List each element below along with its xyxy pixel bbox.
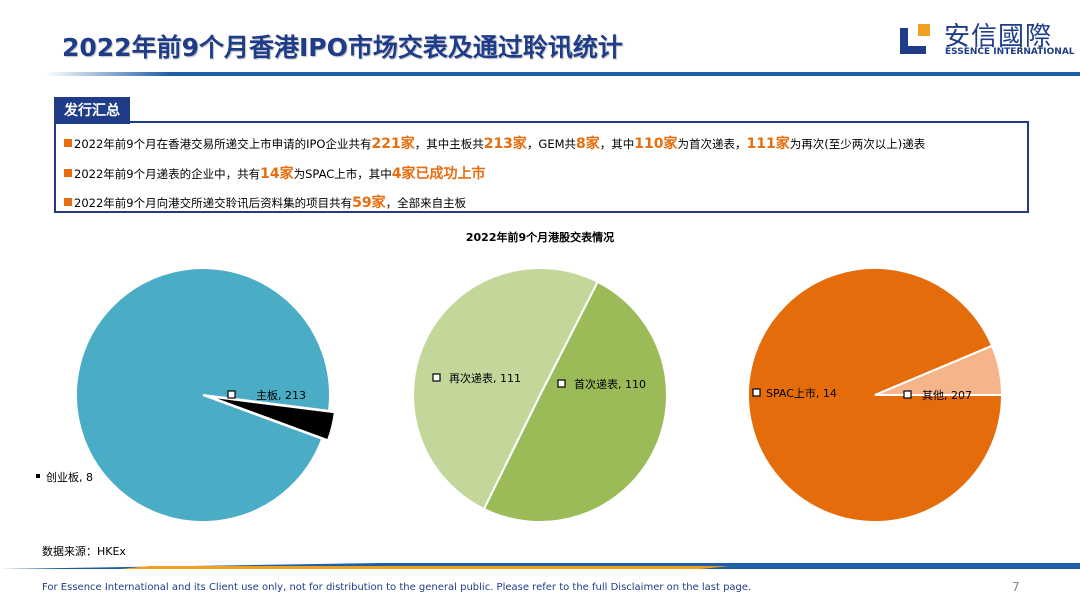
data-label: 首次递表, 110	[574, 377, 646, 391]
highlight-number: 4家已成功上市	[391, 166, 486, 182]
data-label: 主板, 213	[256, 388, 306, 402]
summary-tag: 发行汇总	[54, 97, 130, 124]
data-label: 创业板, 8	[46, 470, 93, 484]
data-label: 再次递表, 111	[449, 371, 521, 385]
pie-slice	[412, 267, 600, 511]
legend-marker-icon	[752, 388, 761, 397]
data-label: SPAC上市, 14	[766, 386, 837, 400]
legend-marker-icon	[432, 373, 441, 382]
highlight-number: 213家	[483, 136, 527, 152]
logo-chinese-name: 安信國際	[944, 22, 1053, 52]
legend-marker-icon	[903, 390, 912, 399]
summary-text: ，全部来自主板	[385, 196, 467, 210]
summary-line-1: 2022年前9个月在香港交易所递交上市申请的IPO企业共有221家，其中主板共2…	[64, 133, 925, 153]
legend-marker-icon	[557, 379, 566, 388]
chart-title: 2022年前9个月港股交表情况	[465, 231, 615, 244]
summary-text: 为首次递表，	[677, 137, 747, 151]
logo-english-name: ESSENCE INTERNATIONAL	[945, 47, 1075, 57]
legend-marker-icon	[227, 390, 236, 399]
highlight-number: 221家	[371, 136, 415, 152]
data-label: 其他, 207	[922, 389, 972, 402]
summary-box: 2022年前9个月在香港交易所递交上市申请的IPO企业共有221家，其中主板共2…	[54, 121, 1029, 213]
page-title: 2022年前9个月香港IPO市场交表及通过聆讯统计	[62, 33, 623, 62]
logo-mark-icon	[898, 20, 934, 56]
highlight-number: 110家	[634, 136, 678, 152]
pie-slice	[75, 267, 331, 523]
footer-divider	[0, 563, 1080, 569]
summary-text: ，其中	[599, 137, 635, 151]
highlight-number: 8家	[576, 136, 600, 152]
page-number: 7	[1012, 580, 1020, 594]
highlight-number: 59家	[352, 195, 386, 211]
summary-text: 为SPAC上市，其中	[293, 167, 392, 181]
summary-text: 2022年前9个月向港交所递交聆讯后资料集的项目共有	[74, 196, 353, 210]
summary-line-3: 2022年前9个月向港交所递交聆讯后资料集的项目共有59家，全部来自主板	[64, 192, 466, 212]
legend-marker-icon	[36, 474, 40, 478]
data-source: 数据来源：HKEx	[42, 545, 126, 558]
summary-line-2: 2022年前9个月递表的企业中，共有14家为SPAC上市，其中4家已成功上市	[64, 163, 486, 183]
summary-text: ，其中主板共	[414, 137, 484, 151]
highlight-number: 111家	[746, 136, 790, 152]
summary-text: ，GEM共	[526, 137, 577, 151]
summary-text: 2022年前9个月在香港交易所递交上市申请的IPO企业共有	[74, 137, 372, 151]
header-divider	[46, 72, 1080, 76]
summary-text: 2022年前9个月递表的企业中，共有	[74, 167, 261, 181]
pie-slice	[482, 280, 668, 523]
orange-bullet-icon	[64, 198, 72, 206]
pie-slice	[874, 344, 1004, 396]
pie-slice	[208, 395, 336, 442]
company-logo: 安信國際 ESSENCE INTERNATIONAL	[898, 18, 1075, 60]
highlight-number: 14家	[260, 166, 294, 182]
summary-text: 为再次(至少两次以上)递表	[789, 137, 926, 151]
orange-bullet-icon	[64, 169, 72, 177]
orange-bullet-icon	[64, 139, 72, 147]
footer-disclaimer: For Essence International and its Client…	[42, 582, 752, 593]
